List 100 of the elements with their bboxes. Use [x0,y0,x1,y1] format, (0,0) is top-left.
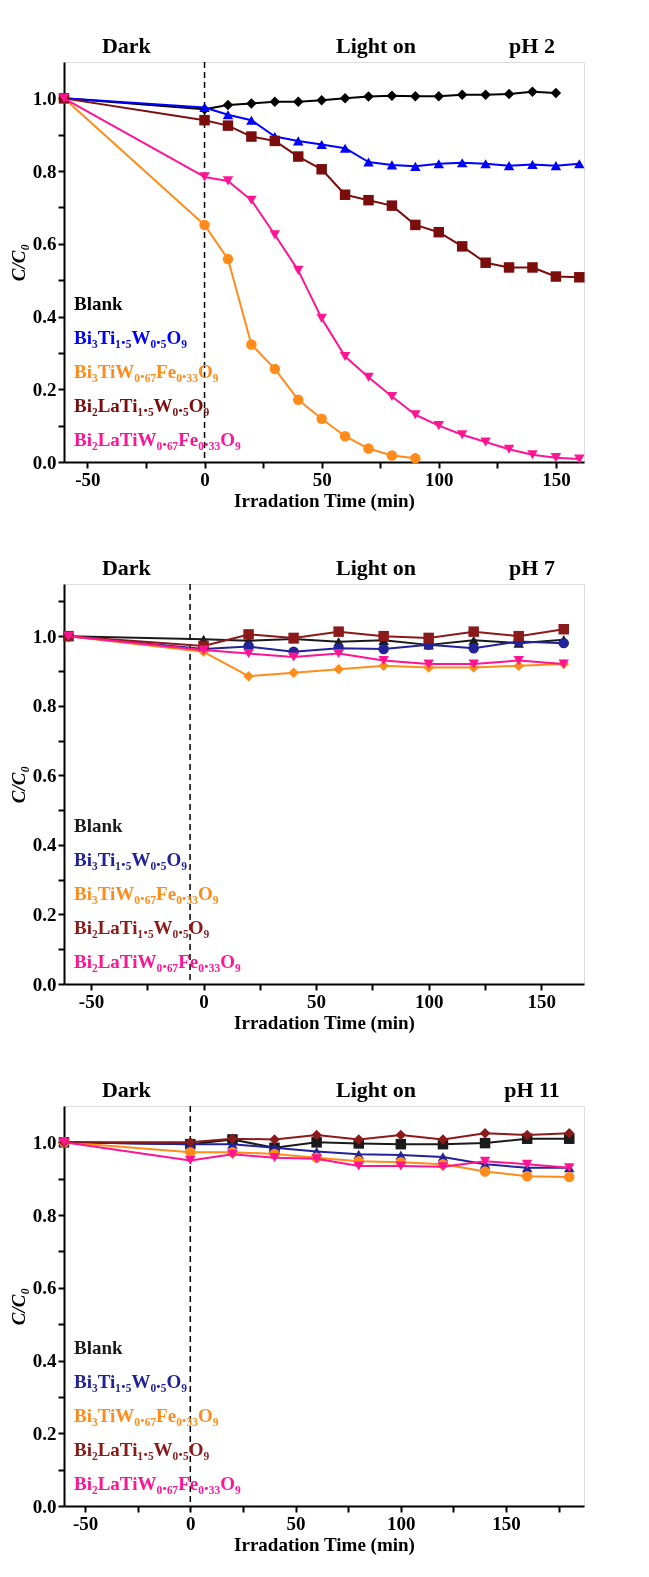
text: Bi₂LaTi₁.₅W₀.₅O₉ [74,395,210,416]
point [339,430,351,442]
text: Bi₃Ti₁.₅W₀.₅O₉ [74,327,188,348]
point [292,96,304,107]
x-tick-label: 100 [387,1512,416,1534]
text: Bi₂LaTi₁.₅W₀.₅O₉ [74,917,210,938]
point [468,643,479,654]
x-tick-label: 150 [527,990,556,1012]
point [243,649,254,659]
point [269,135,281,147]
point [199,114,210,126]
y-tick-label: 0.8 [32,1204,57,1226]
x-axis-title: Irradation Time (min) [234,1533,415,1556]
point [550,271,562,282]
point [269,96,281,107]
y-tick-label: 1.0 [32,625,57,647]
point [480,437,491,447]
y-tick-label: 0.2 [32,903,57,925]
point [386,160,398,170]
point [339,93,351,104]
point [433,421,445,431]
x-tick-label: 0 [200,468,210,490]
text: Bi₂LaTiW₀.₆₇Fe₀.₃₃O₉ [74,1473,241,1494]
point [269,230,281,240]
x-tick-label: 50 [307,990,327,1012]
point [410,410,421,420]
x-tick-label: 100 [425,468,454,490]
x-tick-label: 50 [312,468,332,490]
point [456,89,468,100]
point [503,444,515,454]
point [433,226,445,238]
point [410,453,421,464]
point [527,160,538,170]
y-tick-label: 0.6 [32,233,57,255]
point [513,655,524,666]
text: Dark [101,1077,152,1102]
point [433,159,445,169]
point [574,159,585,169]
point [574,272,585,283]
point [246,115,257,125]
point [339,352,351,362]
point [433,90,445,102]
point [222,99,234,111]
y-tick-label: 0.6 [32,764,57,786]
x-axis-title: Irradation Time (min) [234,489,415,512]
point [363,443,374,454]
point [550,161,562,171]
point [378,655,389,666]
point [363,372,374,382]
point [468,659,479,669]
point [386,90,398,102]
point [456,430,468,440]
point [316,413,327,424]
text: Light on [335,33,417,58]
text: Bi₃Ti₁.₅W₀.₅O₉ [74,849,188,870]
y-tick-label: 0.4 [32,1350,57,1372]
text: Light on [335,1077,417,1102]
point [456,158,468,168]
y-tick-label: 1.0 [32,1131,57,1153]
point [316,164,327,175]
point [243,670,254,682]
point [353,1161,364,1171]
y-tick-label: 0.8 [32,695,57,717]
point [288,667,299,678]
point [479,1128,491,1139]
point [378,643,389,655]
point [437,1134,449,1145]
text: Bi₃TiW₀.₆₇Fe₀.₃₃O₉ [74,883,219,904]
y-tick-label: 0.0 [32,1495,57,1517]
point [269,1153,280,1163]
point [503,88,515,100]
point [292,265,304,275]
point [333,663,344,675]
point [480,159,491,169]
point [316,140,327,150]
point [333,626,344,637]
y-axis-title: C/C₀ [7,765,29,804]
point [222,176,234,186]
text: Bi₂LaTiW₀.₆₇Fe₀.₃₃O₉ [74,429,241,450]
text: Blank [74,815,124,836]
point [410,161,421,171]
x-tick-label: 150 [542,468,571,490]
point [423,659,434,669]
text: Bi₃Ti₁.₅W₀.₅O₉ [74,1371,188,1392]
y-tick-label: 1.0 [32,87,57,109]
x-tick-label: -50 [78,990,105,1012]
point [423,632,434,644]
y-axis-title: C/C₀ [7,243,29,282]
x-tick-label: 150 [492,1512,521,1534]
point [339,189,351,200]
point [269,1134,280,1145]
point [199,219,210,231]
point [246,339,257,350]
y-tick-label: 0.0 [32,973,57,995]
point [558,637,569,649]
text: Blank [74,1337,124,1358]
y-tick-label: 0.4 [32,834,57,856]
point [311,1137,322,1148]
point [410,90,421,102]
point [246,98,257,109]
